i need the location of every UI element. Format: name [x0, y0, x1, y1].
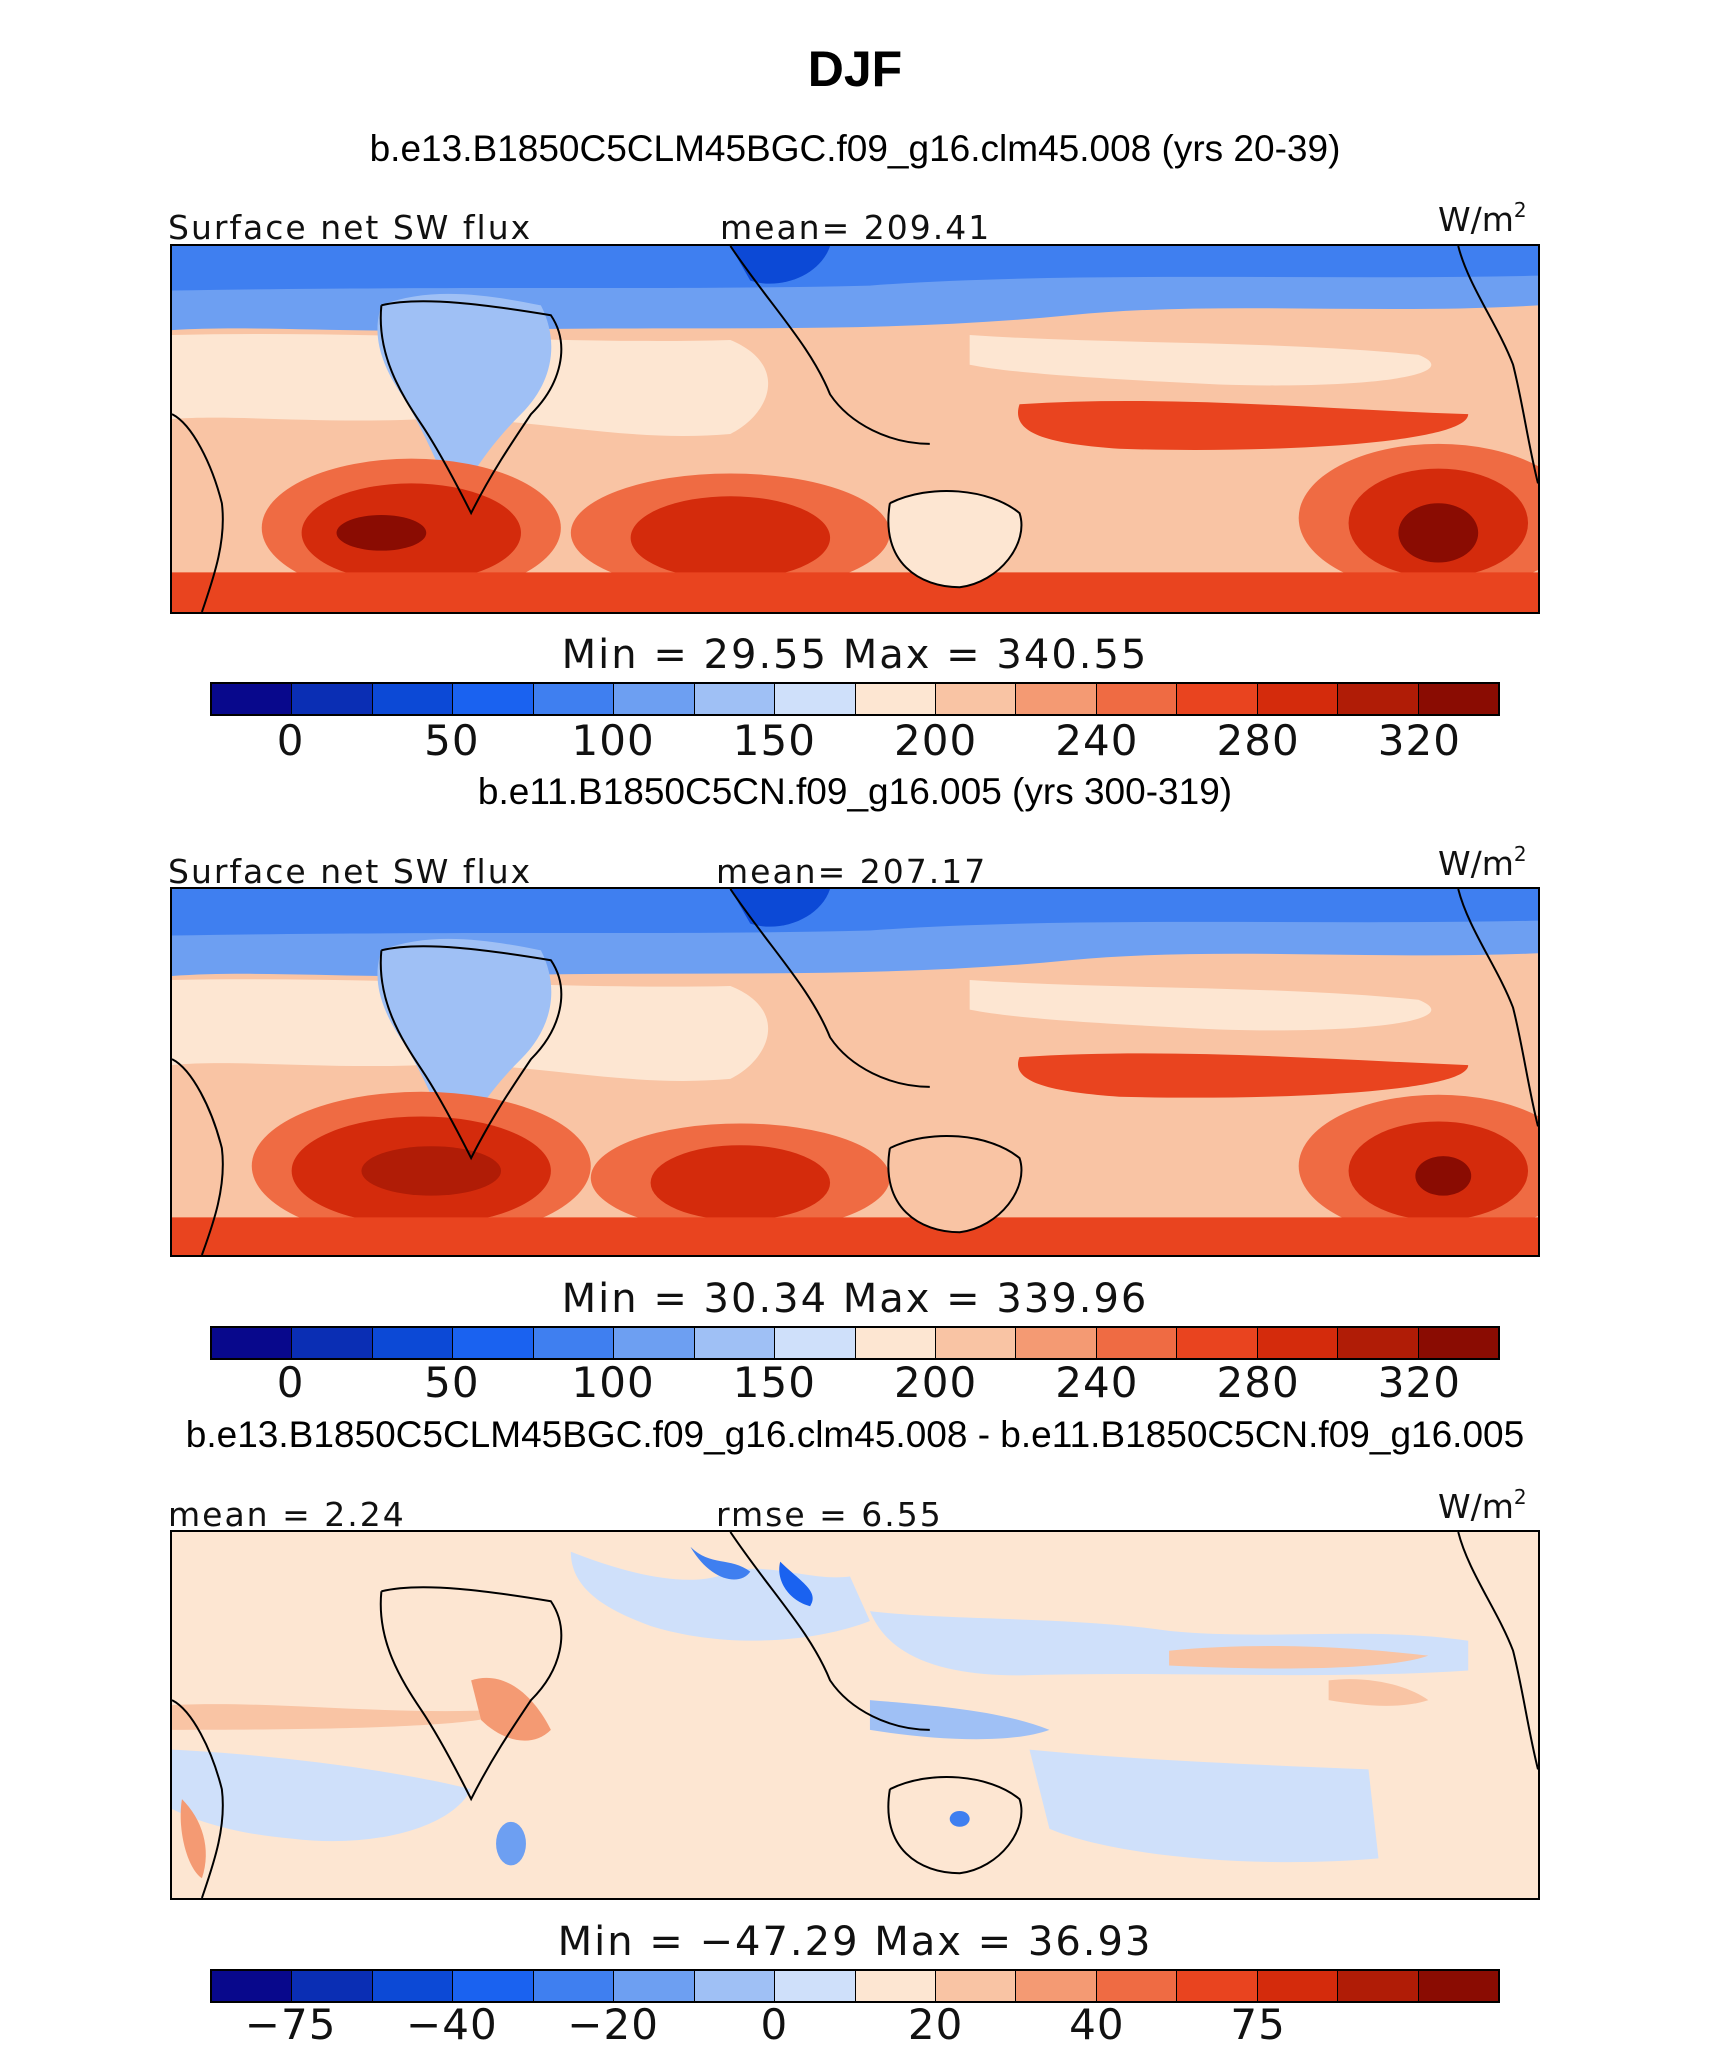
colorbar-tick-label: 50: [424, 1358, 480, 1407]
colorbar-swatch: [1096, 1971, 1178, 2001]
colorbar-swatch: [212, 684, 293, 714]
colorbar-swatch: [1418, 684, 1498, 714]
colorbar-swatch: [614, 1328, 695, 1358]
colorbar-swatch: [453, 1328, 534, 1358]
colorbar-swatch: [1418, 1971, 1498, 2001]
panel2-case-title: b.e11.B1850C5CN.f09_g16.005 (yrs 300-319…: [477, 771, 1233, 812]
panel1-minmax: Min = 29.55 Max = 340.55: [561, 632, 1149, 678]
colorbar-tick-label: 200: [894, 1358, 978, 1407]
colorbar-swatch: [1096, 1328, 1178, 1358]
colorbar-swatch: [1016, 1328, 1097, 1358]
colorbar-swatch: [292, 684, 373, 714]
colorbar-swatch: [855, 684, 936, 714]
colorbar-tick-label: 320: [1377, 716, 1461, 765]
colorbar-swatch: [533, 1971, 615, 2001]
colorbar-tick-label: 75: [1230, 2000, 1286, 2049]
colorbar-swatch: [855, 1971, 936, 2001]
figure-title: DJF: [807, 41, 903, 97]
colorbar-tick-label: 40: [1069, 2000, 1125, 2049]
colorbar-tick-label: 50: [424, 716, 480, 765]
colorbar-swatch: [775, 1328, 856, 1358]
panel1-units: W/m2: [1438, 198, 1527, 239]
colorbar-swatch: [1338, 684, 1419, 714]
colorbar-tick-label: 100: [571, 1358, 655, 1407]
colorbar-swatch: [1257, 1328, 1339, 1358]
colorbar-swatch: [453, 684, 534, 714]
panel1-colorbar: [210, 682, 1500, 716]
colorbar-swatch: [694, 684, 776, 714]
panel1-map: [170, 244, 1540, 614]
panel2-minmax: Min = 30.34 Max = 339.96: [561, 1276, 1149, 1322]
colorbar-swatch: [372, 1328, 454, 1358]
panel3-rmse-label: rmse = 6.55: [716, 1495, 943, 1534]
colorbar-swatch: [212, 1328, 293, 1358]
colorbar-swatch: [1016, 1971, 1097, 2001]
colorbar-swatch: [1257, 1971, 1339, 2001]
panel3-map: [170, 1530, 1540, 1900]
panel3-minmax: Min = −47.29 Max = 36.93: [557, 1919, 1153, 1965]
colorbar-swatch: [694, 1971, 776, 2001]
panel3-mean-label: mean = 2.24: [168, 1495, 406, 1534]
colorbar-swatch: [372, 684, 454, 714]
panel1-mean-label: mean= 209.41: [720, 208, 992, 247]
panel1-case-title: b.e13.B1850C5CLM45BGC.f09_g16.clm45.008 …: [369, 128, 1341, 169]
colorbar-swatch: [614, 1971, 695, 2001]
colorbar-tick-label: 20: [907, 2000, 964, 2049]
panel2-map: [170, 887, 1540, 1257]
colorbar-swatch: [935, 1328, 1017, 1358]
colorbar-swatch: [1177, 1328, 1258, 1358]
colorbar-swatch: [694, 1328, 776, 1358]
panel1-variable-label: Surface net SW flux: [168, 208, 533, 247]
colorbar-swatch: [1096, 684, 1178, 714]
colorbar-tick-label: −20: [567, 2000, 659, 2049]
colorbar-tick-label: 0: [760, 2000, 789, 2049]
colorbar-swatch: [292, 1328, 373, 1358]
colorbar-tick-label: 100: [571, 716, 655, 765]
colorbar-swatch: [292, 1971, 373, 2001]
colorbar-swatch: [533, 684, 615, 714]
colorbar-swatch: [1016, 684, 1097, 714]
colorbar-tick-label: 280: [1216, 716, 1300, 765]
colorbar-tick-label: 240: [1055, 1358, 1139, 1407]
colorbar-swatch: [1177, 684, 1258, 714]
colorbar-swatch: [1177, 1971, 1258, 2001]
colorbar-tick-label: 240: [1055, 716, 1139, 765]
colorbar-tick-label: −75: [244, 2000, 337, 2049]
colorbar-tick-label: 0: [276, 1358, 305, 1407]
colorbar-swatch: [935, 1971, 1017, 2001]
colorbar-swatch: [1418, 1328, 1498, 1358]
panel3-case-title: b.e13.B1850C5CLM45BGC.f09_g16.clm45.008 …: [185, 1414, 1525, 1455]
colorbar-swatch: [212, 1971, 293, 2001]
panel2-units: W/m2: [1438, 842, 1527, 883]
colorbar-swatch: [775, 1971, 856, 2001]
colorbar-tick-label: −40: [406, 2000, 498, 2049]
panel2-colorbar: [210, 1326, 1500, 1360]
colorbar-tick-label: 320: [1377, 1358, 1461, 1407]
colorbar-tick-label: 0: [276, 716, 305, 765]
colorbar-swatch: [775, 684, 856, 714]
colorbar-tick-label: 150: [732, 716, 816, 765]
colorbar-swatch: [372, 1971, 454, 2001]
colorbar-swatch: [533, 1328, 615, 1358]
colorbar-swatch: [614, 684, 695, 714]
panel3-colorbar: [210, 1969, 1500, 2003]
colorbar-tick-label: 200: [894, 716, 978, 765]
colorbar-swatch: [1338, 1328, 1419, 1358]
colorbar-tick-label: 280: [1216, 1358, 1300, 1407]
colorbar-swatch: [855, 1328, 936, 1358]
colorbar-tick-label: 150: [732, 1358, 816, 1407]
panel3-units: W/m2: [1438, 1485, 1527, 1526]
colorbar-swatch: [1338, 1971, 1419, 2001]
colorbar-swatch: [453, 1971, 534, 2001]
panel2-mean-label: mean= 207.17: [716, 852, 988, 891]
colorbar-swatch: [935, 684, 1017, 714]
colorbar-swatch: [1257, 684, 1339, 714]
panel2-variable-label: Surface net SW flux: [168, 852, 533, 891]
